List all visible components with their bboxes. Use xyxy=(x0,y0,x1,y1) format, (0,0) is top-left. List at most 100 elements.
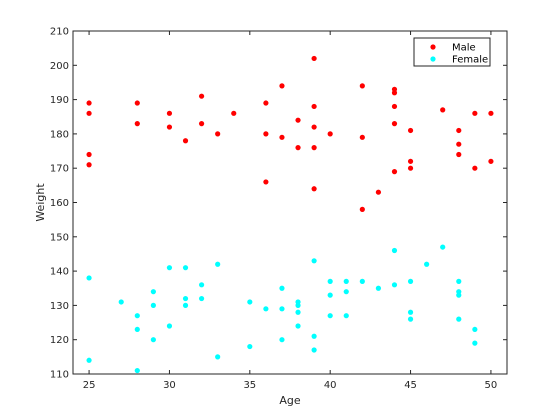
data-point-female xyxy=(247,299,253,305)
plot-area xyxy=(73,31,507,374)
data-point-female xyxy=(456,316,462,322)
data-point-female xyxy=(279,306,285,312)
data-point-female xyxy=(263,306,269,312)
data-point-male xyxy=(215,131,221,137)
data-point-male xyxy=(311,55,317,62)
y-tick-label: 140 xyxy=(50,267,69,278)
data-point-female xyxy=(456,292,462,298)
data-point-male xyxy=(263,131,269,137)
data-point-female xyxy=(440,244,446,250)
y-tick-label: 130 xyxy=(50,301,69,312)
y-axis: 110 120 130 140 150 160 170 180 190 200 210 xyxy=(50,27,507,381)
data-point-male xyxy=(359,206,365,212)
data-point-male xyxy=(166,124,173,130)
data-point-male xyxy=(407,165,414,171)
data-point-female xyxy=(150,302,156,308)
data-point-female xyxy=(198,282,205,288)
data-point-male xyxy=(456,151,462,158)
data-point-male xyxy=(391,169,398,175)
x-tick-label: 35 xyxy=(243,380,256,391)
y-axis-title: Weight xyxy=(34,183,47,222)
data-point-male xyxy=(359,134,365,140)
legend-box xyxy=(413,37,491,67)
data-point-female xyxy=(391,247,398,254)
data-point-female xyxy=(311,347,317,353)
data-point-male xyxy=(391,90,398,96)
data-point-female xyxy=(359,278,365,284)
data-point-female xyxy=(150,289,156,295)
data-point-male xyxy=(327,131,333,137)
y-tick-label: 110 xyxy=(50,370,69,381)
data-point-female xyxy=(182,265,189,271)
data-point-male xyxy=(311,145,317,151)
data-point-male xyxy=(279,83,285,89)
data-point-male xyxy=(488,110,494,116)
legend-label: Male xyxy=(452,43,476,54)
data-point-male xyxy=(86,162,92,168)
data-points xyxy=(86,55,494,374)
data-point-male xyxy=(407,127,414,134)
data-point-female xyxy=(279,285,285,291)
data-point-female xyxy=(166,323,173,329)
data-point-male xyxy=(311,186,317,192)
data-point-female xyxy=(134,313,140,319)
data-point-male xyxy=(472,165,478,171)
data-point-female xyxy=(456,278,462,284)
x-axis: 25 30 35 40 45 50 xyxy=(83,31,498,391)
data-point-female xyxy=(327,313,333,319)
data-point-male xyxy=(440,107,446,113)
y-tick-label: 160 xyxy=(50,198,69,209)
data-point-male xyxy=(391,103,398,110)
data-point-female xyxy=(343,313,349,319)
data-point-female xyxy=(424,261,430,267)
data-point-female xyxy=(375,285,382,291)
data-point-male xyxy=(231,110,237,116)
data-point-male xyxy=(86,151,92,158)
y-tick-label: 210 xyxy=(50,27,69,38)
data-point-female xyxy=(407,309,414,315)
data-point-female xyxy=(182,295,189,302)
data-point-female xyxy=(279,337,285,343)
data-point-female xyxy=(407,278,414,284)
plot-frame xyxy=(72,30,508,375)
data-point-male xyxy=(182,138,189,144)
data-point-female xyxy=(311,258,317,264)
y-tick-label: 150 xyxy=(50,232,69,243)
legend-marker xyxy=(430,44,436,50)
data-point-female xyxy=(118,299,124,305)
data-point-male xyxy=(456,127,462,134)
x-tick-label: 50 xyxy=(485,380,498,391)
data-point-male xyxy=(134,121,140,127)
data-point-male xyxy=(488,158,494,164)
data-point-male xyxy=(375,189,382,195)
x-tick-label: 40 xyxy=(324,380,337,391)
data-point-female xyxy=(134,367,140,374)
data-point-female xyxy=(472,326,478,333)
data-point-male xyxy=(391,121,398,127)
data-point-male xyxy=(198,121,205,127)
data-point-female xyxy=(166,265,173,271)
data-point-male xyxy=(456,141,462,147)
data-point-male xyxy=(134,100,140,106)
data-point-male xyxy=(86,100,92,106)
y-tick-label: 190 xyxy=(50,95,69,106)
data-point-female xyxy=(295,309,301,315)
data-point-male xyxy=(311,124,317,130)
data-point-female xyxy=(295,302,301,308)
data-point-male xyxy=(295,117,301,123)
data-point-female xyxy=(150,337,156,343)
y-tick-label: 170 xyxy=(50,164,69,175)
x-tick-label: 30 xyxy=(163,380,176,391)
data-point-male xyxy=(198,93,205,99)
data-point-male xyxy=(472,110,478,116)
data-point-female xyxy=(343,289,349,295)
data-point-female xyxy=(407,316,414,322)
data-point-male xyxy=(359,83,365,89)
data-point-female xyxy=(134,326,140,333)
data-point-female xyxy=(295,323,301,329)
data-point-female xyxy=(391,282,398,288)
data-point-male xyxy=(279,134,285,140)
data-point-male xyxy=(166,110,173,116)
